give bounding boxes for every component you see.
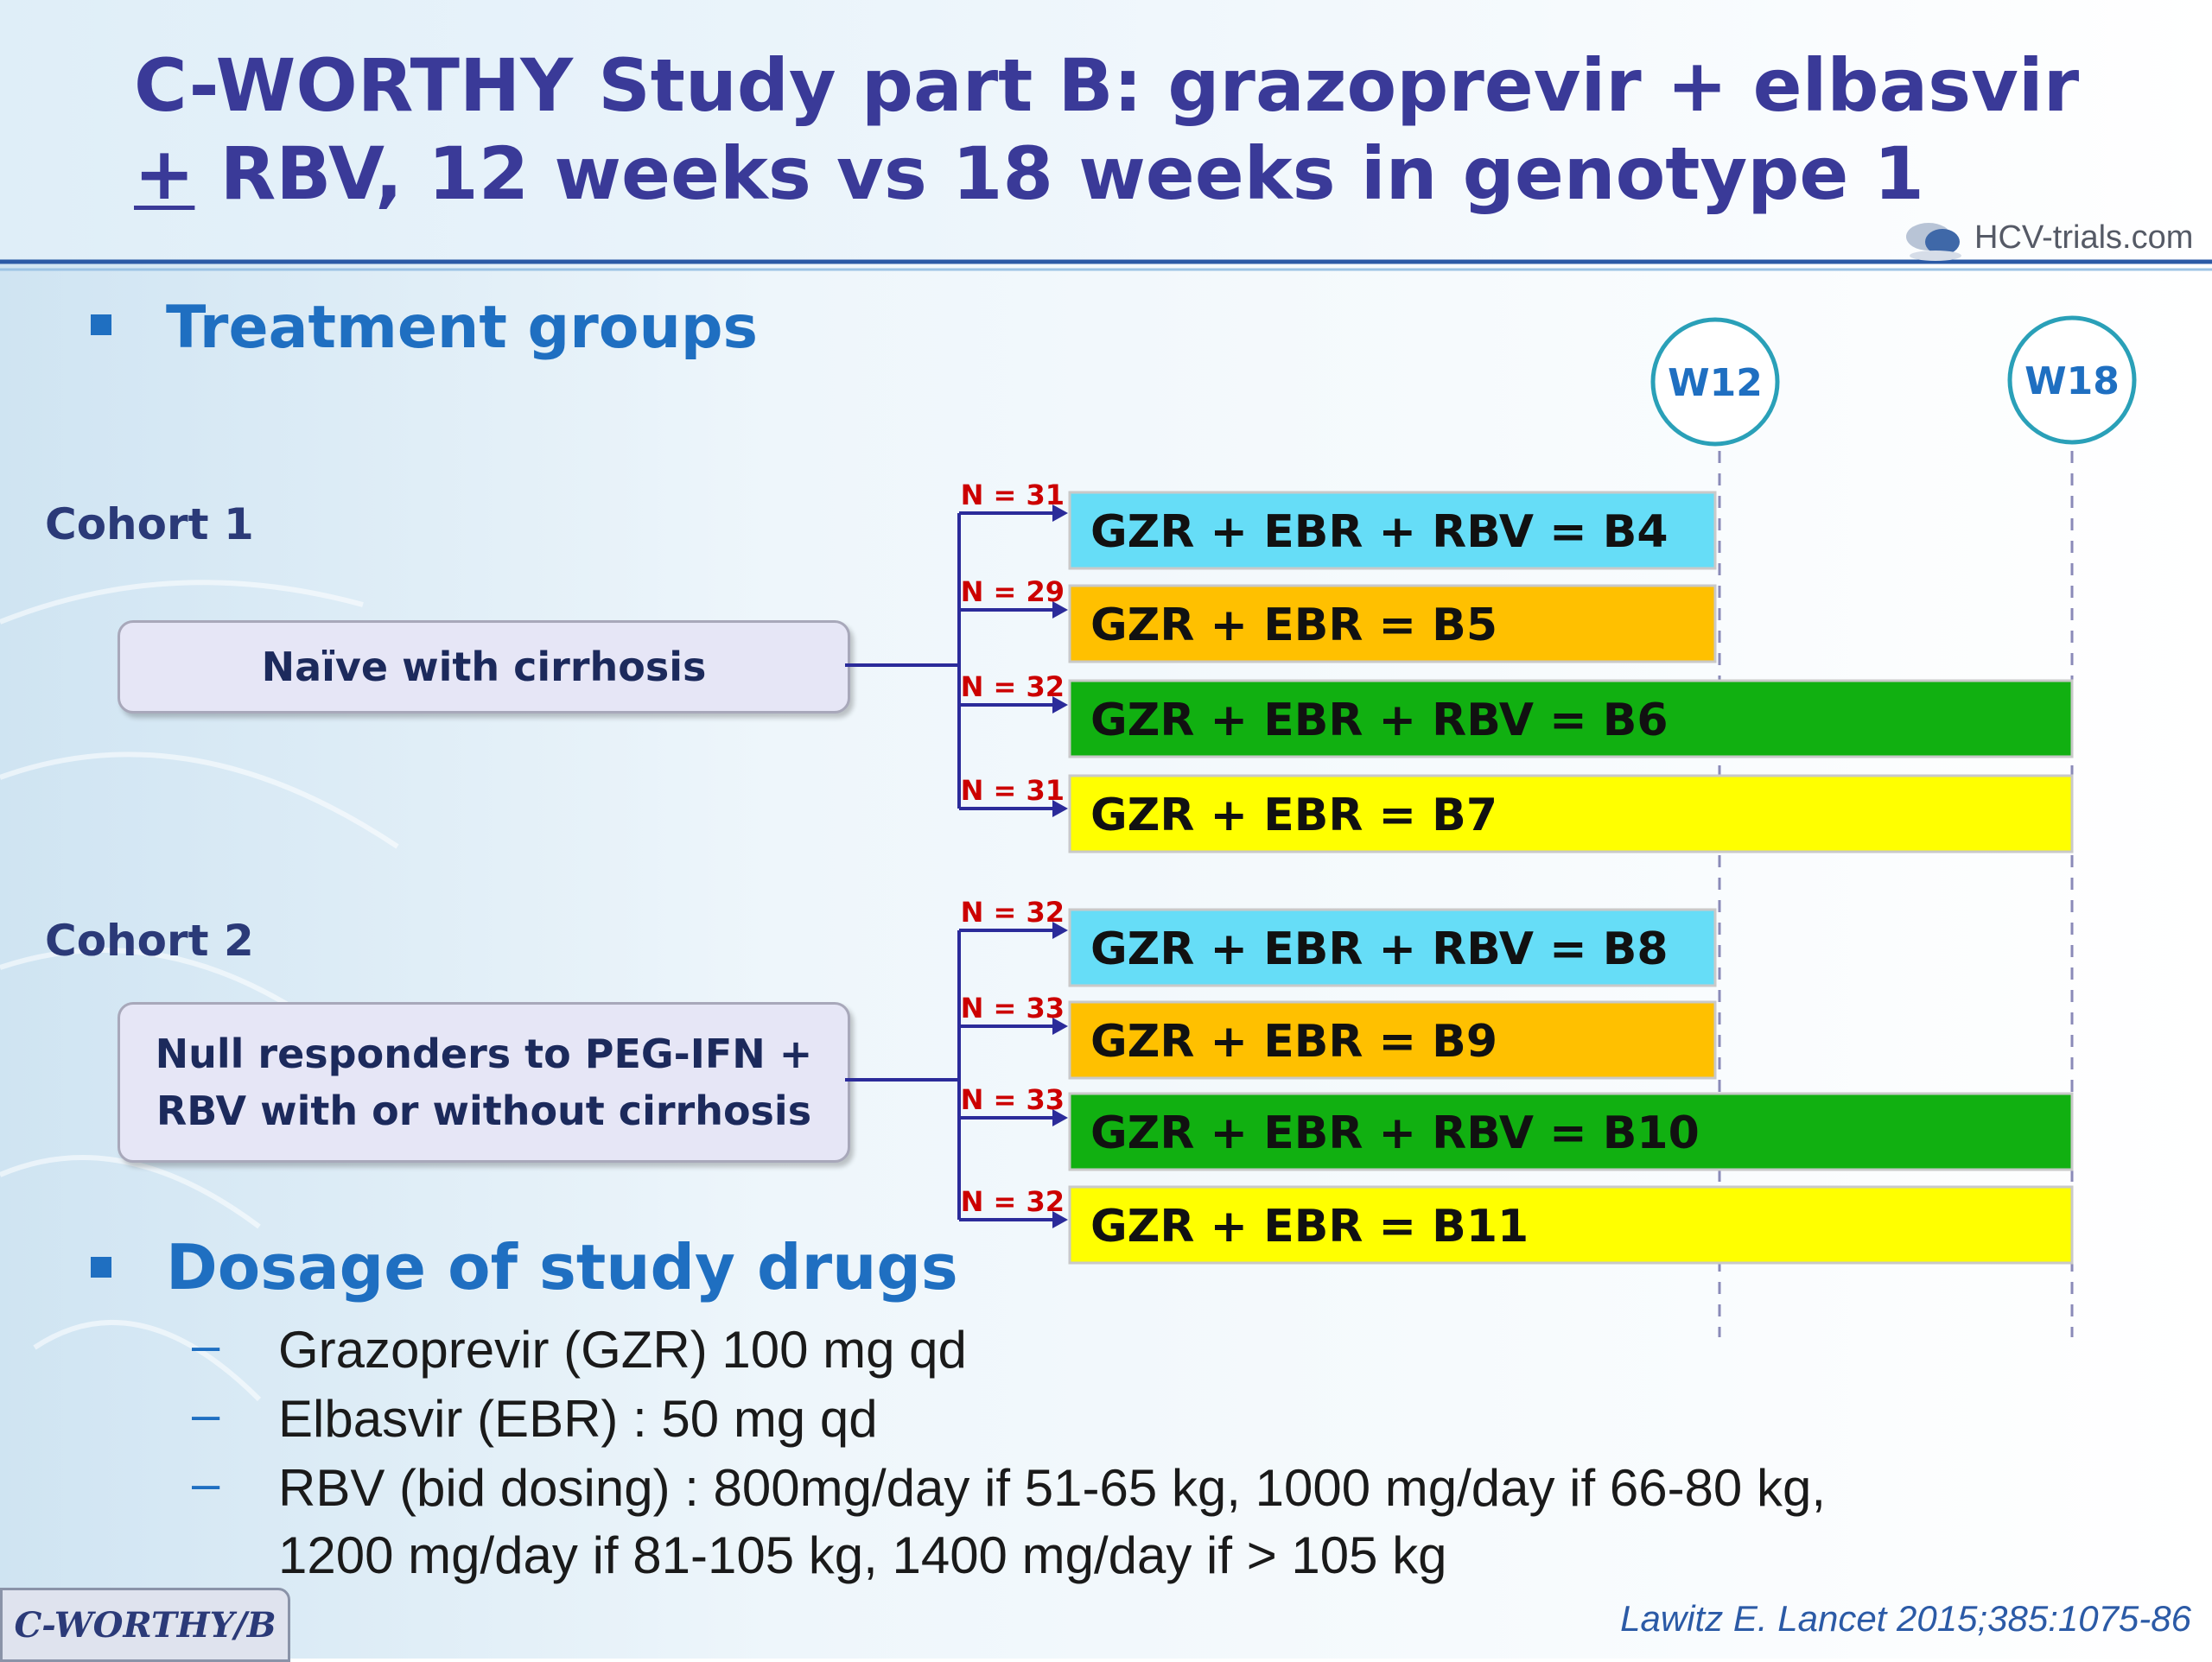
arm-n-label: N = 31 bbox=[961, 774, 1065, 807]
dosage-item-rbv: RBV (bid dosing) : 800mg/day if 51-65 kg… bbox=[278, 1459, 1827, 1517]
arm-bar bbox=[1068, 1000, 1717, 1080]
bullet-square-icon bbox=[91, 314, 111, 335]
dash-bullet-icon: – bbox=[192, 1386, 220, 1443]
cohort-2-group-line-1: Null responders to PEG-IFN + bbox=[155, 1031, 813, 1077]
cohort-1-group-text: Naïve with cirrhosis bbox=[261, 644, 707, 690]
arrow-head-icon bbox=[1052, 1109, 1068, 1126]
slide-title: C-WORTHY Study part B: grazoprevir + elb… bbox=[134, 41, 2121, 218]
arm-n-label: N = 31 bbox=[961, 479, 1065, 511]
arm-n-label: N = 33 bbox=[961, 992, 1065, 1024]
citation: Lawitz E. Lancet 2015;385:1075-86 bbox=[1620, 1598, 2191, 1639]
arm-n-label: N = 29 bbox=[961, 575, 1065, 608]
cohort-2-group-line-2: RBV with or without cirrhosis bbox=[156, 1088, 812, 1134]
arm-label: GZR + EBR + RBV = B8 bbox=[1090, 923, 1669, 975]
arrow-head-icon bbox=[1052, 1018, 1068, 1035]
arm-label: GZR + EBR = B7 bbox=[1090, 790, 1497, 841]
arm-n-label: N = 33 bbox=[961, 1083, 1065, 1116]
w12-label: W12 bbox=[1668, 361, 1763, 405]
w18-circle bbox=[2007, 315, 2137, 445]
arm-bar bbox=[1068, 1185, 2074, 1265]
dosage-item-rbv-continuation: 1200 mg/day if 81-105 kg, 1400 mg/day if… bbox=[278, 1526, 1447, 1584]
arrow-head-icon bbox=[1052, 800, 1068, 817]
arm-label: GZR + EBR + RBV = B6 bbox=[1090, 695, 1669, 746]
logo-text: HCV-trials.com bbox=[1974, 219, 2194, 256]
cohort-2-group-box: Null responders to PEG-IFN + RBV with or… bbox=[118, 1002, 850, 1163]
title-line-1: C-WORTHY Study part B: grazoprevir + elb… bbox=[134, 43, 2080, 128]
w12-circle bbox=[1650, 317, 1780, 447]
dosage-heading: Dosage of study drugs bbox=[166, 1231, 958, 1304]
treatment-groups-heading: Treatment groups bbox=[166, 294, 759, 362]
plus-minus-sign: + bbox=[134, 131, 195, 216]
dosage-item-elbasvir: Elbasvir (EBR) : 50 mg qd bbox=[278, 1390, 878, 1448]
arm-label: GZR + EBR + RBV = B10 bbox=[1090, 1107, 1700, 1159]
arrow-head-icon bbox=[1052, 504, 1068, 522]
w18-label: W18 bbox=[2024, 359, 2120, 403]
arm-bar bbox=[1068, 774, 2074, 853]
arm-bar bbox=[1068, 491, 1717, 570]
title-line-2: + RBV, 12 weeks vs 18 weeks in genotype … bbox=[134, 130, 2121, 218]
arm-bar bbox=[1068, 1092, 2074, 1171]
arrow-head-icon bbox=[1052, 696, 1068, 714]
arm-n-label: N = 32 bbox=[961, 896, 1065, 929]
arrow-head-icon bbox=[1052, 601, 1068, 618]
arm-label: GZR + EBR = B11 bbox=[1090, 1201, 1529, 1253]
study-tag: C-WORTHY/B bbox=[0, 1588, 290, 1662]
arm-n-label: N = 32 bbox=[961, 1185, 1065, 1218]
arrow-head-icon bbox=[1052, 1211, 1068, 1228]
bullet-square-icon bbox=[91, 1257, 111, 1278]
arrow-head-icon bbox=[1052, 922, 1068, 939]
dosage-item-grazoprevir: Grazoprevir (GZR) 100 mg qd bbox=[278, 1321, 967, 1379]
arm-bar bbox=[1068, 584, 1717, 663]
cohort-1-label: Cohort 1 bbox=[45, 499, 254, 549]
arm-bar bbox=[1068, 908, 1717, 987]
cohort-2-label: Cohort 2 bbox=[45, 916, 254, 966]
arm-n-label: N = 32 bbox=[961, 670, 1065, 703]
arm-label: GZR + EBR + RBV = B4 bbox=[1090, 506, 1669, 558]
arm-label: GZR + EBR = B5 bbox=[1090, 599, 1497, 651]
dash-bullet-icon: – bbox=[192, 1317, 220, 1373]
cohort-1-group-box: Naïve with cirrhosis bbox=[118, 620, 850, 714]
dash-bullet-icon: – bbox=[192, 1456, 220, 1512]
arm-label: GZR + EBR = B9 bbox=[1090, 1016, 1497, 1068]
arm-bar bbox=[1068, 679, 2074, 758]
title-line-2-text: RBV, 12 weeks vs 18 weeks in genotype 1 bbox=[194, 131, 1924, 216]
pill-logo-icon bbox=[1906, 223, 1961, 261]
